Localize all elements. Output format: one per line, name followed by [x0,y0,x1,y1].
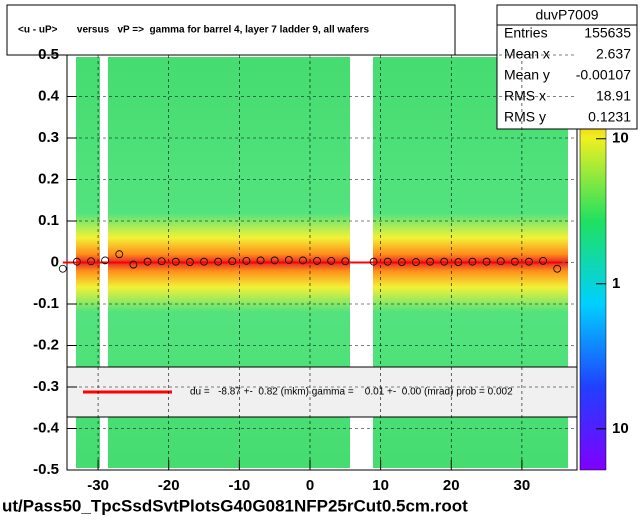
profile-point [214,257,223,266]
z-tick-label: 10 [612,420,629,437]
x-tick-label: -10 [229,477,251,494]
profile-point [412,258,420,266]
profile-point [101,256,110,265]
profile-point [256,256,265,265]
stats-label: RMS y [504,109,546,125]
x-tick-label: 20 [443,477,460,494]
y-tick-label: -0.5 [33,461,59,478]
stats-label: Mean y [504,67,550,83]
profile-point [157,257,166,266]
profile-point [228,257,237,266]
stats-value: 155635 [584,25,631,41]
profile-point [58,264,67,273]
y-tick-label: -0.3 [33,378,59,395]
profile-point [482,257,491,266]
y-tick-label: -0.1 [33,295,59,312]
profile-point [440,257,449,266]
profile-point [115,250,124,259]
stats-value: 2.637 [596,46,631,62]
profile-point [496,257,505,266]
stats-label: RMS x [504,88,546,104]
x-tick-label: 0 [306,477,314,494]
profile-point [313,256,321,265]
footer: ut/Pass50_TpcSsdSvtPlotsG40G081NFP25rCut… [2,496,468,515]
profile-point [341,257,350,266]
profile-point [186,258,194,266]
profile-point [299,256,307,265]
profile-point [539,256,547,265]
profile-point [525,257,533,266]
profile-point [200,257,208,266]
stats-label: Mean x [504,46,550,62]
profile-point [143,257,152,266]
y-tick-label: 0.2 [38,170,59,187]
z-tick-label: 1 [612,275,620,292]
stats-value: 18.91 [596,88,631,104]
y-tick-label: -0.2 [33,336,59,353]
profile-point [87,257,95,266]
profile-point [171,257,180,266]
x-tick-label: -30 [87,477,109,494]
profile-point [270,256,279,265]
stats-value: -0.00107 [576,67,631,83]
profile-point [553,264,562,273]
profile-point [129,260,138,269]
y-tick-label: 0 [51,253,59,270]
z-tick-label: 10 [612,130,629,147]
profile-point [284,256,293,264]
profile-point [327,256,336,265]
stats-label: Entries [504,25,548,41]
stats-box [496,4,638,130]
y-tick-label: 0.5 [38,46,59,63]
profile-point [397,258,406,266]
profile-point [72,257,81,266]
profile-point [383,257,392,266]
x-tick-label: 30 [514,477,531,494]
x-tick-label: -20 [158,477,180,494]
profile-point [426,257,434,266]
y-tick-label: 0.4 [38,87,60,104]
profile-point [369,257,378,266]
profile-point [468,257,477,266]
profile-point [454,258,463,266]
title-box [6,4,456,56]
y-tick-label: -0.4 [33,419,60,436]
stats-value: 0.1231 [588,109,631,125]
profile-point [242,256,251,265]
fit-text: du = -8.87 +- 0.82 (mkm) gamma = 0.01 +-… [190,387,513,398]
stats-title: duvP7009 [535,7,598,23]
y-tick-label: 0.3 [38,129,59,146]
y-tick-label: 0.1 [38,212,59,229]
profile-point [510,257,519,266]
x-tick-label: 10 [372,477,389,494]
chart-title: <u - uP> versus vP => gamma for barrel 4… [18,25,370,36]
